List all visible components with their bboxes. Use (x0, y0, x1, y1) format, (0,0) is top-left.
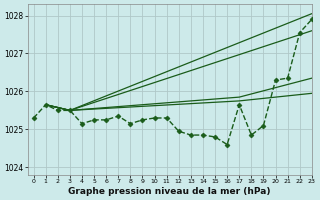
X-axis label: Graphe pression niveau de la mer (hPa): Graphe pression niveau de la mer (hPa) (68, 187, 271, 196)
